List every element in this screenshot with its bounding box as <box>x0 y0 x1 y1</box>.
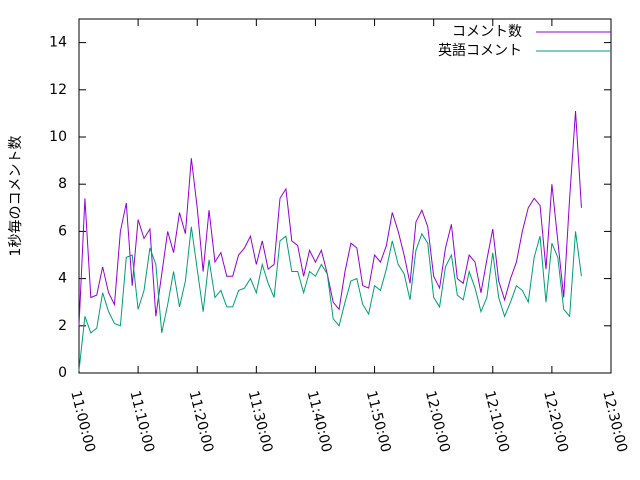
data-line <box>78 226 582 371</box>
x-tick-label: 11:10:00 <box>126 389 157 454</box>
x-tick-label: 11:40:00 <box>304 389 335 454</box>
y-tick-label: 2 <box>58 318 67 334</box>
x-tick-label: 12:20:00 <box>540 389 571 454</box>
x-tick-label: 11:20:00 <box>185 389 216 454</box>
y-tick-label: 10 <box>49 129 67 145</box>
x-tick-label: 12:30:00 <box>599 389 630 454</box>
data-line <box>78 111 582 326</box>
x-tick-label: 11:30:00 <box>245 389 276 454</box>
y-tick-label: 4 <box>58 271 67 287</box>
y-tick-label: 12 <box>49 82 67 98</box>
x-tick-label: 12:10:00 <box>481 389 512 454</box>
legend-label: コメント数 <box>452 24 522 40</box>
legend-label: 英語コメント <box>438 42 522 59</box>
y-tick-label: 8 <box>58 176 67 192</box>
y-tick-label: 14 <box>49 35 67 51</box>
plot-border <box>78 18 612 374</box>
x-tick-label: 12:00:00 <box>422 389 453 454</box>
x-tick-label: 11:50:00 <box>363 389 394 454</box>
y-tick-label: 0 <box>58 365 67 381</box>
y-axis-label: 1秒毎のコメント数 <box>8 136 24 257</box>
y-tick-label: 6 <box>58 223 67 239</box>
x-tick-label: 11:00:00 <box>67 389 98 454</box>
